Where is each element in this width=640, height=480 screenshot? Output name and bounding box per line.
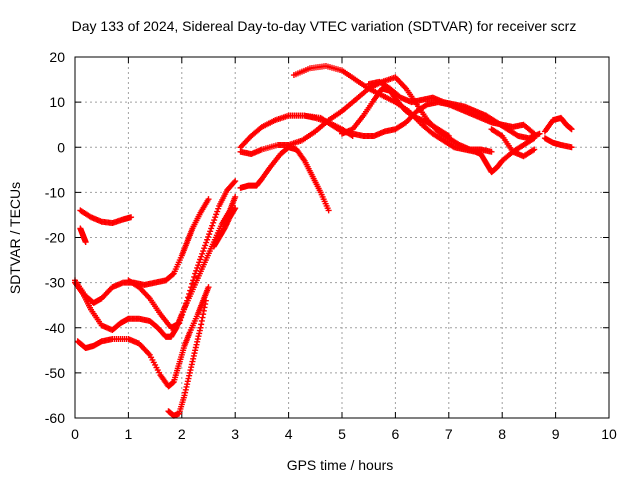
plus-marker — [531, 146, 538, 153]
series-arc-d — [74, 284, 212, 390]
plus-marker — [198, 253, 205, 260]
plus-marker — [209, 222, 216, 229]
plus-marker — [181, 306, 188, 313]
x-tick-label: 2 — [178, 426, 186, 442]
plus-marker — [196, 259, 203, 266]
plus-marker — [128, 214, 135, 221]
y-tick-label: 0 — [57, 139, 65, 155]
plus-marker — [192, 270, 199, 277]
x-tick-label: 1 — [125, 426, 133, 442]
x-tick-label: 10 — [601, 426, 617, 442]
data-marks — [72, 63, 575, 419]
series-arc-i — [237, 144, 332, 214]
plus-marker — [205, 196, 212, 203]
plus-marker — [536, 130, 543, 137]
plus-marker — [203, 239, 210, 246]
x-tick-label: 0 — [71, 426, 79, 442]
plus-marker — [82, 239, 89, 246]
plus-marker — [189, 280, 196, 287]
plus-marker — [199, 250, 206, 257]
plus-marker — [188, 284, 195, 291]
series-arc-q — [541, 114, 575, 135]
y-axis-label: SDTVAR / TECUs — [7, 182, 23, 294]
plus-marker — [232, 205, 239, 212]
series-arc-p — [488, 126, 538, 160]
y-tick-label: -10 — [45, 184, 65, 200]
x-tick-label: 9 — [552, 426, 560, 442]
plus-marker — [193, 267, 200, 274]
plus-marker — [205, 284, 212, 291]
x-tick-label: 5 — [338, 426, 346, 442]
plus-marker — [202, 297, 209, 304]
series-arc-e — [72, 193, 239, 340]
plus-marker — [186, 290, 193, 297]
plus-marker — [180, 308, 187, 315]
plus-marker — [184, 297, 191, 304]
plus-marker — [210, 219, 217, 226]
plus-marker — [568, 126, 575, 133]
plus-marker — [568, 144, 575, 151]
plus-marker — [325, 207, 332, 214]
series-arc-a — [77, 207, 135, 227]
y-tick-label: 10 — [49, 94, 65, 110]
series-arc-o — [365, 78, 543, 142]
plus-marker — [202, 242, 209, 249]
plus-marker — [232, 178, 239, 185]
plus-marker — [201, 245, 208, 252]
plus-marker — [194, 264, 201, 271]
plus-marker — [349, 132, 356, 139]
plus-marker — [231, 179, 238, 186]
plus-marker — [187, 287, 194, 294]
axis-ticks: 0 1 2 3 4 5 6 7 8 9 10 -60 -50 -40 -30 -20 -10 0 10 20 — [45, 49, 617, 442]
series-arc-r — [541, 135, 575, 151]
series-arc-h — [210, 205, 239, 250]
x-tick-label: 8 — [498, 426, 506, 442]
x-tick-label: 4 — [285, 426, 293, 442]
plus-marker — [185, 294, 192, 301]
plus-marker — [182, 303, 189, 310]
plot-frame — [74, 56, 610, 419]
plus-marker — [206, 231, 213, 238]
plus-marker — [190, 277, 197, 284]
y-tick-label: -40 — [45, 320, 65, 336]
plus-marker — [232, 193, 239, 200]
plus-marker — [488, 148, 495, 155]
plus-marker — [195, 262, 202, 269]
y-tick-label: -20 — [45, 230, 65, 246]
plus-marker — [215, 205, 222, 212]
plus-marker — [197, 256, 204, 263]
plus-marker — [178, 314, 185, 321]
series-arc-f — [125, 178, 239, 331]
plus-marker — [208, 225, 215, 232]
series-arc-g — [165, 297, 209, 419]
plus-marker — [212, 214, 219, 221]
plus-marker — [169, 271, 176, 278]
y-tick-label: -30 — [45, 275, 65, 291]
plus-marker — [211, 217, 218, 224]
plus-marker — [213, 211, 220, 218]
x-axis-label: GPS time / hours — [287, 457, 394, 473]
x-tick-label: 7 — [445, 426, 453, 442]
x-tick-label: 3 — [231, 426, 239, 442]
plus-marker — [183, 300, 190, 307]
x-tick-label: 6 — [392, 426, 400, 442]
y-tick-label: -60 — [45, 410, 65, 426]
chart-title: Day 133 of 2024, Sidereal Day-to-day VTE… — [72, 18, 577, 34]
plus-marker — [191, 273, 198, 280]
plus-marker — [445, 132, 452, 139]
y-tick-label: 20 — [49, 49, 65, 65]
series-arc-j — [237, 74, 495, 158]
plus-marker — [204, 236, 211, 243]
plus-marker — [205, 233, 212, 240]
plus-marker — [207, 228, 214, 235]
plus-marker — [179, 311, 186, 318]
series-arc-b — [77, 225, 89, 246]
plus-marker — [214, 208, 221, 215]
plus-marker — [200, 248, 207, 255]
plus-marker — [176, 320, 183, 327]
plus-marker — [177, 317, 184, 324]
y-tick-label: -50 — [45, 365, 65, 381]
